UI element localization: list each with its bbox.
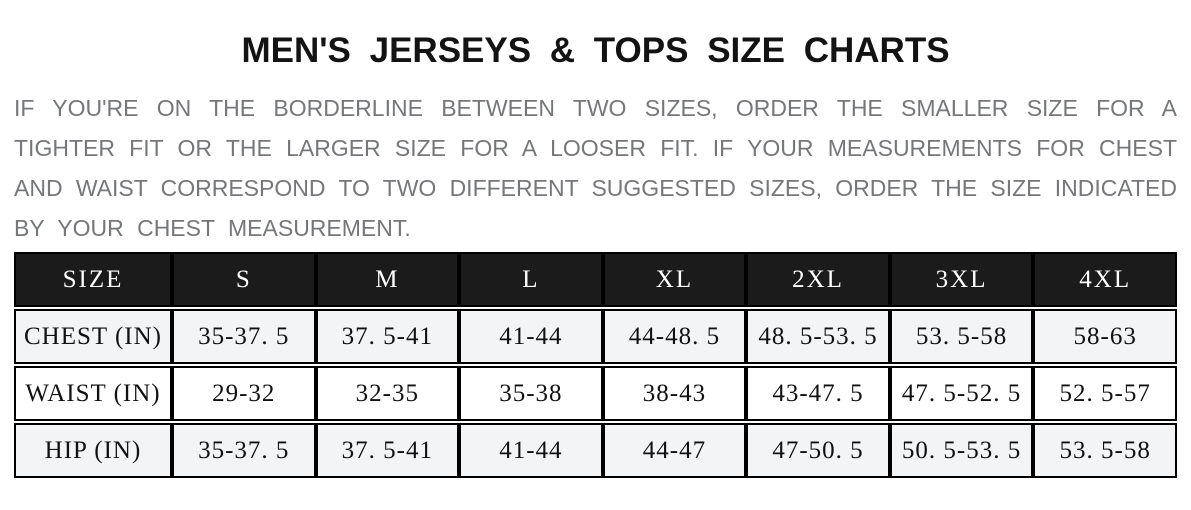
- chest-value: 48. 5-53. 5: [746, 309, 890, 364]
- hip-value: 35-37. 5: [172, 423, 316, 478]
- table-row-chest: CHEST (IN) 35-37. 5 37. 5-41 41-44 44-48…: [14, 309, 1177, 364]
- intro-paragraph: IF YOU'RE ON THE BORDERLINE BETWEEN TWO …: [14, 88, 1177, 248]
- intro-line: IF YOU'RE ON THE BORDERLINE BETWEEN TWO …: [14, 95, 1177, 121]
- header-cell-s: S: [172, 252, 316, 307]
- intro-line: TIGHTER FIT OR THE LARGER SIZE FOR A LOO…: [14, 135, 1177, 161]
- waist-value: 47. 5-52. 5: [889, 366, 1034, 421]
- chest-value: 37. 5-41: [315, 309, 460, 364]
- chest-value: 44-48. 5: [602, 309, 747, 364]
- header-cell-4xl: 4XL: [1033, 252, 1177, 307]
- hip-value: 47-50. 5: [746, 423, 890, 478]
- header-cell-size: SIZE: [14, 252, 172, 307]
- header-cell-2xl: 2XL: [746, 252, 890, 307]
- table-row-waist: WAIST (IN) 29-32 32-35 35-38 38-43 43-47…: [14, 366, 1177, 421]
- table-row-hip: HIP (IN) 35-37. 5 37. 5-41 41-44 44-47 4…: [14, 423, 1177, 478]
- waist-value: 29-32: [172, 366, 316, 421]
- chest-value: 58-63: [1033, 309, 1177, 364]
- waist-value: 52. 5-57: [1033, 366, 1177, 421]
- size-chart-header: SIZE S M L XL 2XL 3XL 4XL: [14, 252, 1177, 307]
- waist-value: 43-47. 5: [746, 366, 890, 421]
- header-cell-xl: XL: [602, 252, 747, 307]
- chest-value: 41-44: [459, 309, 603, 364]
- hip-value: 53. 5-58: [1033, 423, 1177, 478]
- hip-value: 44-47: [602, 423, 747, 478]
- hip-value: 41-44: [459, 423, 603, 478]
- chest-value: 35-37. 5: [172, 309, 316, 364]
- waist-value: 38-43: [602, 366, 747, 421]
- row-label-chest: CHEST (IN): [14, 309, 172, 364]
- size-chart-table: SIZE S M L XL 2XL 3XL 4XL CHEST (IN) 35-…: [14, 250, 1177, 480]
- row-label-hip: HIP (IN): [14, 423, 172, 478]
- hip-value: 37. 5-41: [315, 423, 460, 478]
- header-cell-3xl: 3XL: [889, 252, 1034, 307]
- chest-value: 53. 5-58: [889, 309, 1034, 364]
- page-title: MEN'S JERSEYS & TOPS SIZE CHARTS: [241, 31, 950, 70]
- header-cell-m: M: [315, 252, 460, 307]
- header-cell-l: L: [459, 252, 603, 307]
- header-row: SIZE S M L XL 2XL 3XL 4XL: [14, 252, 1177, 307]
- intro-line: AND WAIST CORRESPOND TO TWO DIFFERENT SU…: [14, 175, 1177, 201]
- hip-value: 50. 5-53. 5: [889, 423, 1034, 478]
- waist-value: 32-35: [315, 366, 460, 421]
- waist-value: 35-38: [459, 366, 603, 421]
- row-label-waist: WAIST (IN): [14, 366, 172, 421]
- intro-line: BY YOUR CHEST MEASUREMENT.: [14, 215, 411, 241]
